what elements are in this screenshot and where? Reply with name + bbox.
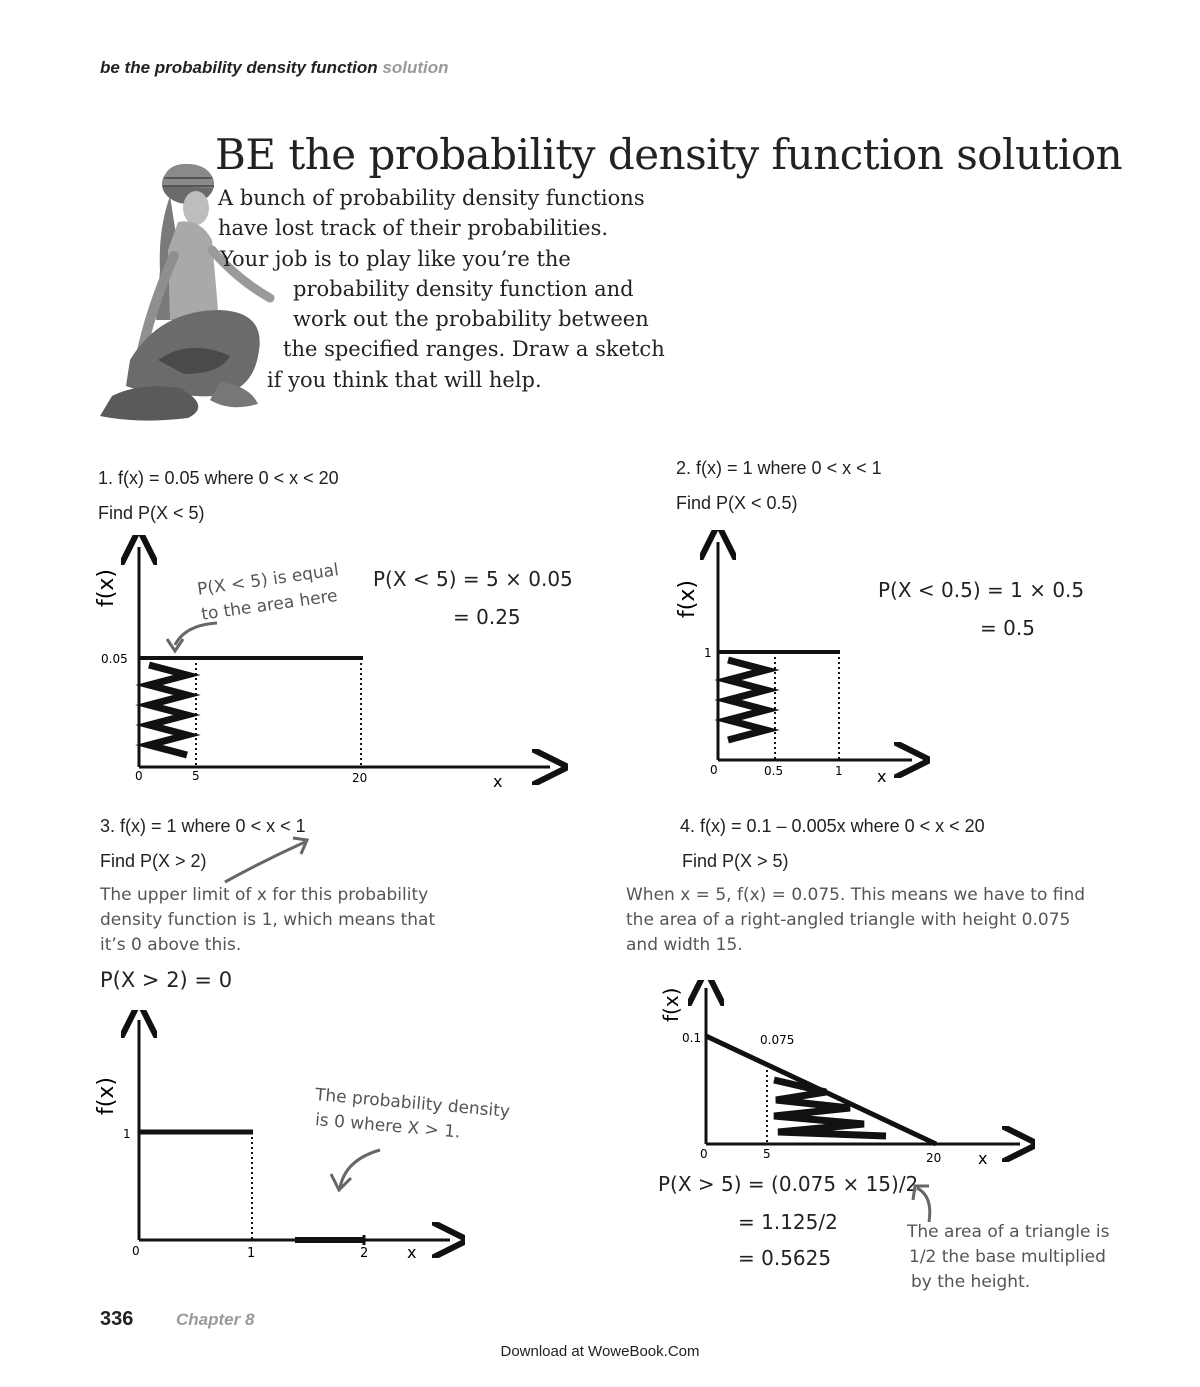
download-link[interactable]: Download at WoweBook.Com: [500, 1343, 700, 1360]
problem-1-answer-line-1: P(X < 5) = 5 × 0.05: [373, 567, 573, 591]
problem-4-answer-line-2: = 1.125/2: [738, 1210, 838, 1234]
problem-2-answer-line-2: = 0.5: [980, 616, 1035, 640]
intro-line-5: work out the probability between: [293, 307, 649, 331]
problem-4-graph: f(x) 0.1 0.075 0 5 20 x: [659, 980, 1035, 1168]
shaded-area: [135, 661, 201, 759]
meditating-person-illustration: [100, 163, 275, 421]
problem-4-note-line-3: by the height.: [911, 1272, 1031, 1292]
running-header: be the probability density function solu…: [100, 58, 449, 78]
shaded-area: [714, 656, 780, 744]
problem-3-graph: f(x) 1 0 1 2 x: [95, 1010, 465, 1262]
running-header-main: be the probability density function: [100, 58, 378, 77]
problem-3-question: 3. f(x) = 1 where 0 < x < 1: [100, 816, 306, 836]
shaded-area: [773, 1076, 887, 1140]
intro-line-1: A bunch of probability density functions: [218, 186, 645, 210]
problem-4-note-line-1: The area of a triangle is: [907, 1222, 1110, 1242]
problem-3-pointer-arrow: [224, 836, 310, 884]
intro-line-6: the specified ranges. Draw a sketch: [283, 337, 665, 361]
y-tick-label: 0.1: [682, 1031, 701, 1045]
intro-line-7: if you think that will help.: [267, 368, 542, 392]
point-label: 0.075: [760, 1033, 794, 1047]
problem-1-find: Find P(X < 5): [98, 503, 205, 523]
problem-4-note-arrow: [911, 1184, 932, 1223]
problem-2-find: Find P(X < 0.5): [676, 493, 798, 513]
y-axis-label: f(x): [95, 569, 119, 607]
x-tick-0: 0: [135, 769, 143, 783]
intro-line-3: Your job is to play like you’re the: [220, 247, 571, 271]
y-tick-label: 0.05: [101, 652, 128, 666]
x-tick-0: 0: [700, 1147, 708, 1161]
problem-3-explanation-line-3: it’s 0 above this.: [100, 935, 242, 955]
problem-3-explanation-line-2: density function is 1, which means that: [100, 910, 436, 930]
x-axis-label: x: [877, 767, 886, 785]
x-tick-5: 5: [763, 1147, 771, 1161]
problem-1-graph: f(x) 0.05 0 5 20 x: [95, 535, 570, 791]
x-tick-5: 5: [192, 769, 200, 783]
y-tick-label: 1: [704, 646, 712, 660]
problem-2-question: 2. f(x) = 1 where 0 < x < 1: [676, 458, 882, 478]
y-axis-label: f(x): [659, 988, 683, 1022]
problem-3-find: Find P(X > 2): [100, 851, 207, 871]
note-arrow: [173, 621, 218, 646]
page-number: 336: [100, 1308, 134, 1330]
x-tick-1: 1: [247, 1246, 255, 1261]
y-axis-label: f(x): [95, 1077, 119, 1115]
problem-1-answer-line-2: = 0.25: [453, 605, 521, 629]
problem-4-explanation-line-2: the area of a right-angled triangle with…: [626, 910, 1071, 930]
problem-4-explanation-line-3: and width 15.: [626, 935, 743, 955]
note-arrow: [338, 1148, 381, 1189]
problem-2-graph: f(x) 1 0 0.5 1 x: [675, 530, 932, 785]
problem-4-explanation-line-1: When x = 5, f(x) = 0.075. This means we …: [626, 885, 1086, 905]
problem-4-note-line-2: 1/2 the base multiplied: [909, 1247, 1106, 1267]
intro-line-4: probability density function and: [293, 277, 634, 301]
intro-line-2: have lost track of their probabilities.: [218, 216, 609, 240]
problem-4-answer-line-1: P(X > 5) = (0.075 × 15)/2: [658, 1172, 919, 1196]
x-tick-2: 2: [360, 1246, 368, 1261]
x-axis-label: x: [978, 1149, 987, 1168]
x-axis-label: x: [407, 1243, 416, 1262]
chapter-label: Chapter 8: [176, 1310, 255, 1329]
y-tick-label: 1: [123, 1127, 131, 1141]
problem-3-answer: P(X > 2) = 0: [100, 968, 233, 992]
problem-4-question: 4. f(x) = 0.1 – 0.005x where 0 < x < 20: [680, 816, 985, 836]
x-tick-20: 20: [926, 1151, 941, 1165]
running-header-accent: solution: [382, 58, 449, 77]
problem-4-answer-line-3: = 0.5625: [738, 1246, 832, 1270]
problem-4-find: Find P(X > 5): [682, 851, 789, 871]
x-tick-05: 0.5: [764, 764, 783, 778]
x-tick-0: 0: [710, 763, 718, 777]
x-tick-1: 1: [835, 764, 843, 778]
problem-1-question: 1. f(x) = 0.05 where 0 < x < 20: [98, 468, 339, 488]
problem-2-answer-line-1: P(X < 0.5) = 1 × 0.5: [878, 578, 1085, 602]
page-title: BE the probability density function solu…: [215, 130, 1123, 179]
x-tick-20: 20: [352, 771, 367, 785]
x-tick-0: 0: [132, 1244, 140, 1258]
y-axis-label: f(x): [675, 580, 700, 618]
x-axis-label: x: [493, 772, 502, 791]
problem-3-explanation-line-1: The upper limit of x for this probabilit…: [100, 885, 429, 905]
